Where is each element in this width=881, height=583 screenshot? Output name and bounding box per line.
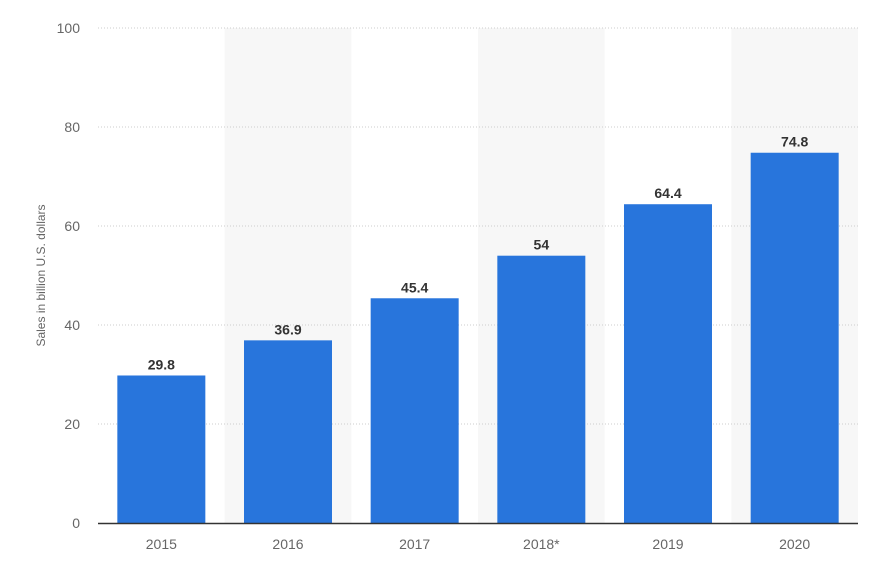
- y-tick-label: 40: [64, 317, 80, 333]
- bar-2019: [624, 204, 712, 523]
- x-tick-label-2019: 2019: [652, 536, 683, 552]
- gridlines: [98, 27, 858, 425]
- bar-2018*: [497, 255, 586, 523]
- x-axis-ticks: 2015 2016 2017 2018* 2019 2020: [146, 536, 811, 552]
- data-labels: 29.8 36.9 45.4 54 64.4 74.8: [148, 134, 809, 373]
- y-axis-ticks: 0 20 40 60 80 100: [57, 20, 81, 531]
- data-label-2017: 45.4: [401, 279, 428, 295]
- data-label-2019: 64.4: [654, 185, 681, 201]
- bars: [117, 152, 839, 524]
- bar-2020: [750, 152, 839, 524]
- bar-2016: [244, 340, 332, 523]
- data-label-2018*: 54: [534, 237, 550, 253]
- data-label-2020: 74.8: [781, 134, 808, 150]
- y-tick-label: 100: [57, 20, 81, 36]
- y-axis-title: Sales in billion U.S. dollars: [34, 204, 48, 346]
- x-tick-label-2016: 2016: [272, 536, 303, 552]
- y-tick-label: 0: [72, 515, 80, 531]
- bar-2015: [117, 375, 206, 523]
- x-tick-label-2015: 2015: [146, 536, 177, 552]
- bar-2017: [370, 298, 459, 523]
- data-label-2015: 29.8: [148, 356, 175, 372]
- y-tick-label: 80: [64, 119, 80, 135]
- y-tick-label: 60: [64, 218, 80, 234]
- x-tick-label-2018*: 2018*: [523, 536, 560, 552]
- x-tick-label-2017: 2017: [399, 536, 430, 552]
- data-label-2016: 36.9: [274, 321, 301, 337]
- x-tick-label-2020: 2020: [779, 536, 810, 552]
- y-tick-label: 20: [64, 416, 80, 432]
